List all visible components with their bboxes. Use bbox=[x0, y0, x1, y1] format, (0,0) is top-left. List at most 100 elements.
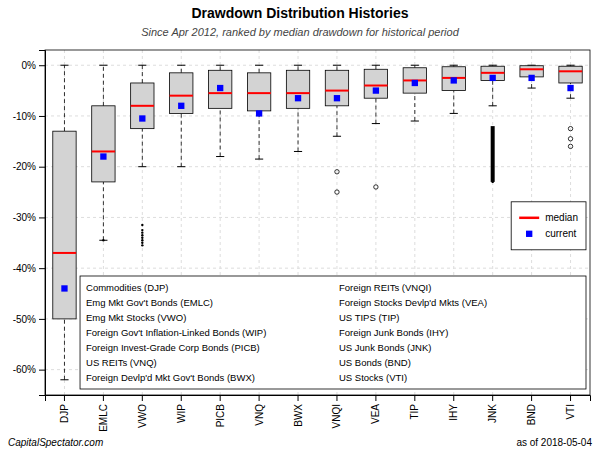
box bbox=[53, 131, 76, 319]
outlier-open bbox=[374, 185, 378, 189]
whisker-cap-high bbox=[372, 65, 380, 66]
x-tick-label: VTI bbox=[565, 404, 576, 420]
annotation-text: US Stocks (VTI) bbox=[339, 372, 407, 383]
current-marker bbox=[256, 110, 262, 116]
outlier-filled bbox=[491, 176, 493, 178]
current-marker bbox=[451, 77, 457, 83]
whisker-low bbox=[336, 106, 337, 136]
whisker-cap-high bbox=[411, 65, 419, 66]
median-line bbox=[247, 92, 270, 94]
outlier-filled bbox=[491, 145, 493, 147]
x-tick-mark bbox=[453, 395, 454, 401]
current-marker bbox=[334, 95, 340, 101]
box bbox=[442, 67, 465, 91]
x-tick-label: VEA bbox=[370, 404, 381, 424]
x-tick-label: VWO bbox=[137, 404, 148, 428]
x-tick-mark bbox=[375, 395, 376, 401]
x-tick: VNQ bbox=[254, 395, 265, 426]
median-line bbox=[170, 95, 193, 97]
whisker-cap-high bbox=[177, 65, 185, 66]
x-tick-label: PICB bbox=[215, 404, 226, 428]
whisker-high bbox=[142, 65, 143, 83]
grid-line-y bbox=[45, 65, 590, 66]
annotation-table: Commodities (DJP)Foreign REITs (VNQI)Emg… bbox=[80, 276, 586, 389]
outlier-filled bbox=[141, 229, 143, 231]
footer-left: CapitalSpectator.com bbox=[8, 437, 103, 448]
x-tick-mark bbox=[531, 395, 532, 401]
outlier-filled bbox=[491, 163, 493, 165]
annotation-text: US Bonds (BND) bbox=[339, 357, 411, 368]
x-axis-line bbox=[46, 396, 591, 402]
outlier-filled bbox=[491, 181, 493, 183]
whisker-cap-low bbox=[255, 159, 263, 160]
legend-label: current bbox=[545, 228, 576, 239]
box bbox=[481, 66, 504, 80]
whisker-cap-high bbox=[566, 65, 574, 66]
x-tick: BND bbox=[526, 395, 537, 425]
whisker-cap-low bbox=[294, 151, 302, 152]
footer-right: as of 2018-05-04 bbox=[516, 437, 592, 448]
whisker-cap-low bbox=[489, 105, 497, 106]
annotation-text: Foreign Invest-Grade Corp Bonds (PICB) bbox=[86, 342, 260, 353]
x-tick-label: IHY bbox=[448, 404, 459, 421]
whisker-cap-high bbox=[99, 65, 107, 66]
whisker-cap-low bbox=[528, 88, 536, 89]
dense-cluster bbox=[491, 126, 495, 182]
annotation-text: Foreign Junk Bonds (IHY) bbox=[339, 327, 448, 338]
grid bbox=[45, 50, 590, 395]
whisker-cap-high bbox=[489, 65, 497, 66]
whisker-low bbox=[142, 129, 143, 167]
box bbox=[170, 73, 193, 114]
x-tick-label: BWX bbox=[293, 404, 304, 427]
whisker-cap-low bbox=[216, 156, 224, 157]
box bbox=[92, 106, 115, 182]
whisker-cap-high bbox=[294, 65, 302, 66]
box bbox=[286, 70, 309, 108]
outlier-filled bbox=[491, 133, 493, 135]
outlier-filled bbox=[491, 127, 493, 129]
x-tick: VTI bbox=[565, 395, 576, 420]
whisker-low bbox=[220, 108, 221, 156]
box-group bbox=[325, 65, 348, 194]
title: Drawdown Distribution Histories bbox=[191, 5, 408, 21]
chart: Drawdown Distribution HistoriesSince Apr… bbox=[0, 0, 600, 450]
x-tick-label: DJP bbox=[59, 404, 70, 423]
box-group bbox=[481, 65, 504, 183]
outlier-open bbox=[568, 144, 572, 148]
x-axis: DJPEMLCVWOWIPPICBVNQBWXVNQIVEATIPIHYJNKB… bbox=[46, 395, 591, 432]
whisker-cap-low bbox=[60, 379, 68, 380]
whisker-cap-low bbox=[177, 166, 185, 167]
plot-frame bbox=[45, 50, 590, 395]
outlier-filled bbox=[141, 231, 143, 233]
x-tick: VWO bbox=[137, 395, 148, 428]
whisker-low bbox=[453, 91, 454, 114]
x-tick-mark bbox=[259, 395, 260, 401]
y-tick-mark bbox=[39, 319, 45, 320]
outlier-filled bbox=[491, 178, 493, 180]
y-tick: -30% bbox=[13, 212, 45, 223]
whisker-low bbox=[298, 108, 299, 151]
annotation-text: Foreign REITs (VNQI) bbox=[339, 282, 431, 293]
current-marker bbox=[100, 153, 106, 159]
outlier-filled bbox=[491, 173, 493, 175]
box bbox=[209, 70, 232, 108]
current-marker bbox=[178, 103, 184, 109]
annotation-table-box bbox=[80, 276, 586, 389]
outlier-filled bbox=[491, 138, 493, 140]
median-line bbox=[286, 92, 309, 94]
whisker-low bbox=[64, 319, 65, 380]
x-tick: EMLC bbox=[98, 395, 109, 432]
current-marker bbox=[567, 85, 573, 91]
x-tick-label: VNQ bbox=[254, 404, 265, 426]
box-group bbox=[403, 65, 426, 121]
outlier-filled bbox=[491, 165, 493, 167]
x-tick-mark bbox=[220, 395, 221, 401]
median-line bbox=[209, 92, 232, 94]
outlier-filled bbox=[491, 148, 493, 150]
y-tick-mark bbox=[39, 167, 45, 168]
whisker-cap-high bbox=[333, 65, 341, 66]
annotation-text: Emg Mkt Gov't Bonds (EMLC) bbox=[86, 297, 213, 308]
y-tick: 0% bbox=[22, 60, 45, 71]
whisker-high bbox=[375, 65, 376, 69]
whisker-high bbox=[336, 65, 337, 70]
